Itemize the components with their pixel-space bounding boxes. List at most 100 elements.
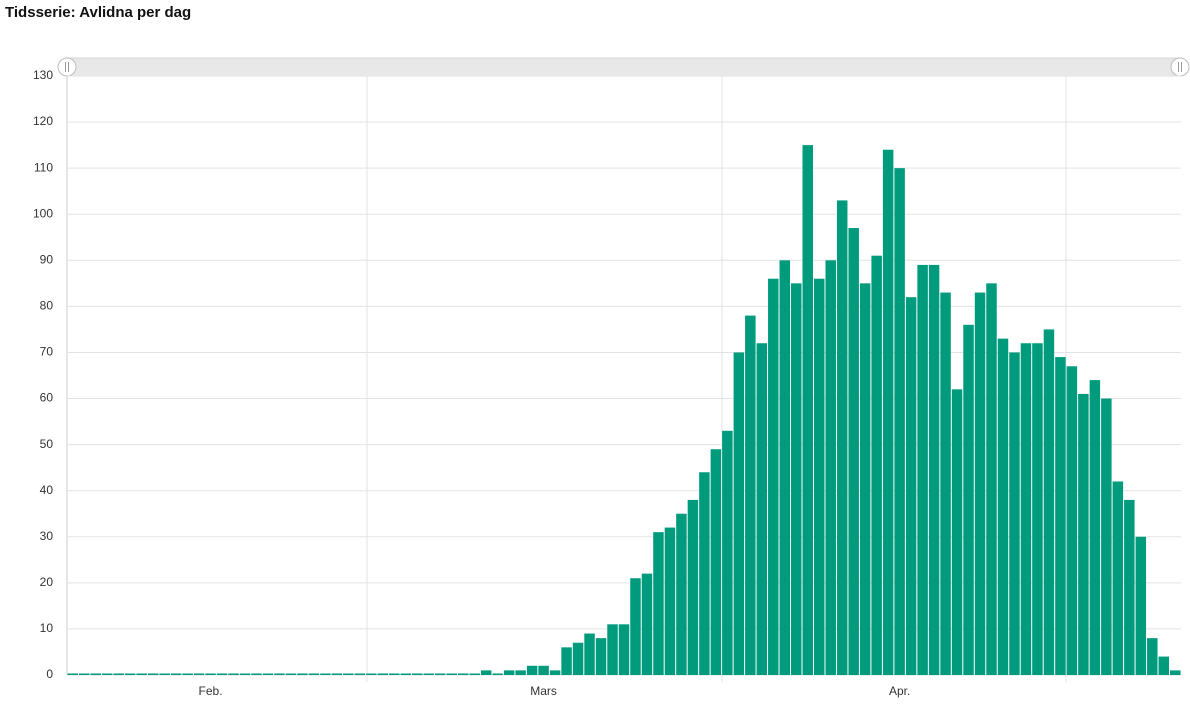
y-tick-label: 90 xyxy=(40,252,54,266)
bar xyxy=(974,292,986,675)
bar xyxy=(1020,343,1032,675)
bar xyxy=(331,673,343,675)
x-tick-label: Feb. xyxy=(199,684,223,698)
bar xyxy=(951,389,963,675)
bar xyxy=(859,283,871,675)
bar xyxy=(457,673,469,675)
bar xyxy=(1078,393,1089,675)
range-slider[interactable] xyxy=(66,57,1182,77)
bar xyxy=(905,297,917,675)
bar xyxy=(251,673,262,675)
bar xyxy=(1089,380,1101,675)
x-tick-label: Mars xyxy=(530,684,557,698)
bar xyxy=(147,673,159,675)
bar xyxy=(228,673,239,675)
bar xyxy=(825,260,836,675)
bar xyxy=(423,673,435,675)
bar xyxy=(722,430,733,675)
bar xyxy=(343,673,354,675)
bar xyxy=(182,673,193,675)
bar xyxy=(1043,329,1055,675)
y-tick-label: 120 xyxy=(33,114,53,128)
bar xyxy=(733,352,745,675)
y-tick-label: 110 xyxy=(34,160,53,174)
bar xyxy=(366,673,377,675)
bar xyxy=(389,673,400,675)
y-tick-label: 10 xyxy=(40,621,54,635)
bar xyxy=(239,673,251,675)
y-tick-label: 30 xyxy=(40,529,54,543)
bar xyxy=(515,670,526,675)
chart-title: Tidsserie: Avlidna per dag xyxy=(5,4,191,21)
y-tick-label: 0 xyxy=(46,667,53,681)
bar xyxy=(320,673,331,675)
bar xyxy=(802,145,813,676)
bar xyxy=(997,338,1009,675)
bar xyxy=(503,670,515,675)
bar xyxy=(676,513,687,675)
bar xyxy=(1147,638,1158,675)
bar xyxy=(308,673,320,675)
bar xyxy=(1055,357,1066,675)
bar xyxy=(813,278,825,675)
y-tick-label: 70 xyxy=(40,345,54,359)
y-tick-label: 50 xyxy=(40,437,54,451)
bar xyxy=(526,665,538,675)
bar xyxy=(1101,398,1112,675)
bar xyxy=(963,324,974,675)
slider-handle[interactable] xyxy=(1170,57,1190,77)
bar xyxy=(1112,481,1124,675)
bar xyxy=(262,673,274,675)
bar xyxy=(101,673,113,675)
y-tick-label: 80 xyxy=(40,299,54,313)
bar xyxy=(584,633,595,675)
bar xyxy=(687,499,699,675)
bar xyxy=(67,673,78,675)
slider-handle[interactable] xyxy=(57,57,77,77)
bar xyxy=(618,624,630,675)
bar xyxy=(848,228,859,676)
bar xyxy=(159,673,170,675)
bar xyxy=(216,673,228,675)
bar xyxy=(90,673,101,675)
bar xyxy=(630,578,641,675)
bar xyxy=(917,264,928,675)
bar xyxy=(871,255,882,675)
bar xyxy=(699,472,710,675)
bar xyxy=(1158,656,1170,675)
bar xyxy=(986,283,997,675)
bar xyxy=(170,673,182,675)
y-tick-label: 100 xyxy=(33,206,53,220)
bar xyxy=(664,527,676,675)
bar xyxy=(412,673,423,675)
bar xyxy=(136,673,147,675)
bar xyxy=(78,673,90,675)
bar xyxy=(756,343,768,675)
bar xyxy=(791,283,802,675)
bar xyxy=(377,673,389,675)
bar xyxy=(1135,536,1147,675)
bar xyxy=(354,673,366,675)
bar xyxy=(607,624,618,675)
bar xyxy=(641,573,653,675)
bar xyxy=(779,260,791,675)
bar xyxy=(882,149,894,675)
bar xyxy=(745,315,756,675)
bar xyxy=(285,673,297,675)
bar xyxy=(469,673,480,675)
bar xyxy=(205,673,216,675)
bar xyxy=(1124,499,1135,675)
bar xyxy=(538,665,549,675)
bar xyxy=(1032,343,1043,675)
bar xyxy=(572,642,584,675)
y-tick-label: 20 xyxy=(40,575,54,589)
bar xyxy=(297,673,308,675)
bar xyxy=(894,168,905,675)
bar xyxy=(836,200,848,675)
bar xyxy=(113,673,124,675)
bar xyxy=(480,670,492,675)
bar xyxy=(1170,670,1181,675)
bar xyxy=(710,449,722,675)
y-tick-label: 40 xyxy=(40,483,54,497)
